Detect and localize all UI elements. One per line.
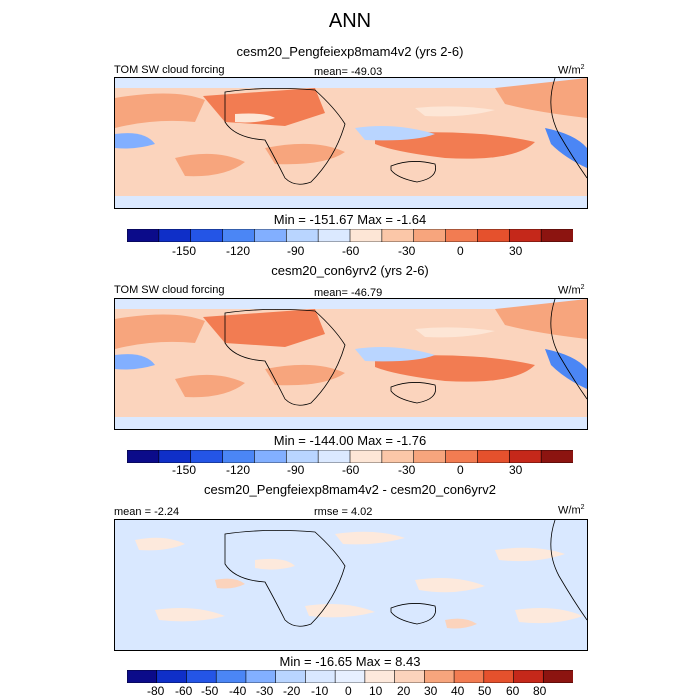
panel3-tick: -40 xyxy=(229,684,247,698)
panel3-colorbar-swatch xyxy=(483,670,515,683)
panel1-colorbar-swatch xyxy=(254,229,288,242)
panel3-colorbar-swatch xyxy=(127,670,158,683)
panel3-units: W/m2 xyxy=(558,504,585,517)
panel2-tick: -150 xyxy=(172,463,197,477)
panel3-colorbar-swatch xyxy=(215,670,247,683)
panel3-tick: -50 xyxy=(201,684,219,698)
panel3-tick: 60 xyxy=(506,684,520,698)
panel2-colorbar-swatch xyxy=(477,450,511,463)
panel2-colorbar-swatch xyxy=(158,450,192,463)
panel2-colorbar-swatch xyxy=(254,450,288,463)
panel1-tick: -30 xyxy=(398,244,416,258)
panel2-colorbar-swatch xyxy=(317,450,351,463)
panel3-colorbar-swatch xyxy=(275,670,307,683)
page-title: ANN xyxy=(328,10,372,32)
panel3-tick: 40 xyxy=(451,684,465,698)
panel1-colorbar-swatch xyxy=(413,229,447,242)
panel2-map xyxy=(114,298,588,430)
panel2-colorbar-swatch xyxy=(349,450,383,463)
panel2-minmax: Min = -144.00 Max = -1.76 xyxy=(273,433,427,448)
panel2-colorbar-swatch xyxy=(222,450,256,463)
panel1-colorbar-swatch xyxy=(127,229,160,242)
panel2-title: cesm20_con6yrv2 (yrs 2-6) xyxy=(271,263,429,278)
panel2-tick: -120 xyxy=(226,463,251,477)
panel3-colorbar xyxy=(127,670,573,683)
panel1-tick: -90 xyxy=(287,244,305,258)
panel1-colorbar-swatch xyxy=(445,229,479,242)
panel3-tick: 10 xyxy=(369,684,383,698)
panel2-sahara-region xyxy=(203,309,325,347)
panel1-tick: 30 xyxy=(509,244,523,258)
panel1-tick: -60 xyxy=(342,244,360,258)
panel3-tick: -20 xyxy=(283,684,301,698)
panel1-colorbar-swatch xyxy=(317,229,351,242)
panel3-colorbar-swatch xyxy=(513,670,545,683)
panel3-rmse: rmse = 4.02 xyxy=(314,506,373,518)
panel3-mean: mean = -2.24 xyxy=(114,506,180,518)
panel3-tick: 30 xyxy=(424,684,438,698)
panel2-colorbar-swatch xyxy=(508,450,542,463)
panel2-colorbar-swatch xyxy=(381,450,415,463)
panel1-colorbar-swatch xyxy=(508,229,542,242)
panel2-colorbar-swatch xyxy=(127,450,160,463)
panel1-colorbar-swatch xyxy=(349,229,383,242)
panel2-colorbar-swatch xyxy=(445,450,479,463)
panel2-mean: mean= -46.79 xyxy=(314,287,383,299)
panel1-units: W/m2 xyxy=(558,64,585,77)
panel3-tick: -10 xyxy=(311,684,329,698)
panel1-tick: -120 xyxy=(226,244,251,258)
panel3-tick: 20 xyxy=(397,684,411,698)
panel1-tick: -150 xyxy=(172,244,197,258)
panel3-minmax: Min = -16.65 Max = 8.43 xyxy=(279,654,421,669)
panel3-colorbar-swatch xyxy=(334,670,366,683)
panel1-map xyxy=(114,77,588,209)
panel2-colorbar-swatch xyxy=(540,450,573,463)
panel2-colorbar-swatch xyxy=(190,450,224,463)
panel3-colorbar-swatch xyxy=(305,670,336,683)
panel3-colorbar-swatch xyxy=(186,670,218,683)
panel3-title: cesm20_Pengfeiexp8mam4v2 - cesm20_con6yr… xyxy=(204,482,496,497)
panel2-colorbar-swatch xyxy=(413,450,447,463)
panel1-colorbar xyxy=(127,229,573,242)
panel2-tick: 30 xyxy=(509,463,523,477)
panel3-tick: -30 xyxy=(256,684,274,698)
panel1-title: cesm20_Pengfeiexp8mam4v2 (yrs 2-6) xyxy=(236,44,464,59)
panel1-colorbar-swatch xyxy=(285,229,319,242)
panel1-colorbar-swatch xyxy=(158,229,192,242)
panel3-map xyxy=(114,519,588,651)
panel2-tick: -60 xyxy=(342,463,360,477)
panel2-tick: -30 xyxy=(398,463,416,477)
panel1-tick: 0 xyxy=(457,244,464,258)
panel1-colorbar-swatch xyxy=(381,229,415,242)
panel1-colorbar-swatch xyxy=(477,229,511,242)
panel2-units: W/m2 xyxy=(558,284,585,297)
panel3-colorbar-swatch xyxy=(424,670,455,683)
panel3-colorbar-swatch xyxy=(453,670,485,683)
panel3-colorbar-swatch xyxy=(542,670,573,683)
panel1-colorbar-swatch xyxy=(190,229,224,242)
panel3-tick: -60 xyxy=(175,684,193,698)
panel2-variable-label: TOM SW cloud forcing xyxy=(114,284,225,296)
panel2-tick: 0 xyxy=(457,463,464,477)
panel3-colorbar-swatch xyxy=(394,670,426,683)
panel2-tick: -90 xyxy=(287,463,305,477)
panel2-colorbar-swatch xyxy=(285,450,319,463)
panel1-sahara-region xyxy=(203,88,325,126)
panel3-colorbar-swatch xyxy=(245,670,277,683)
panel3-colorbar-swatch xyxy=(364,670,396,683)
panel3-tick: 50 xyxy=(478,684,492,698)
panel1-variable-label: TOM SW cloud forcing xyxy=(114,64,225,76)
panel1-colorbar-swatch xyxy=(222,229,256,242)
panel3-tick: 80 xyxy=(533,684,547,698)
panel3-tick: 0 xyxy=(345,684,352,698)
panel1-mean: mean= -49.03 xyxy=(314,66,383,78)
panel3-colorbar-swatch xyxy=(156,670,188,683)
panel1-colorbar-swatch xyxy=(540,229,573,242)
panel1-minmax: Min = -151.67 Max = -1.64 xyxy=(273,212,427,227)
panel3-tick: -80 xyxy=(147,684,165,698)
panel2-colorbar xyxy=(127,450,573,463)
